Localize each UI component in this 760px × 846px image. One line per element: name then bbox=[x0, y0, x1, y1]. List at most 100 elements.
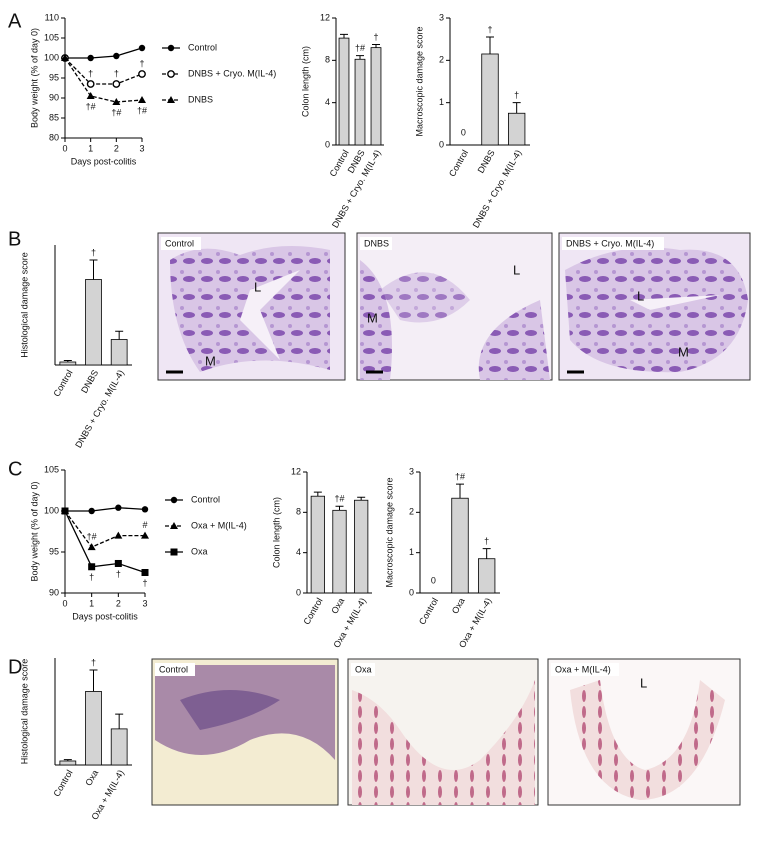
point bbox=[86, 80, 95, 88]
bar bbox=[310, 495, 325, 594]
panel-label: C bbox=[8, 458, 22, 480]
micrograph: Oxa + M(IL-4) L bbox=[547, 658, 741, 806]
y-axis-label: Macroscopic damage score bbox=[414, 26, 424, 136]
y-tick-label: 1 bbox=[439, 97, 444, 107]
y-tick-label: 90 bbox=[49, 92, 59, 102]
point bbox=[141, 531, 149, 539]
error-bar bbox=[63, 759, 72, 761]
y-tick-label: 4 bbox=[325, 97, 330, 107]
panel-label: B bbox=[8, 228, 21, 250]
chart: Macroscopic damage score01230Control†#Ox… bbox=[384, 466, 500, 649]
bar bbox=[354, 499, 369, 594]
y-tick-label: 90 bbox=[49, 587, 59, 597]
x-tick-label: 2 bbox=[114, 143, 119, 153]
point-label: †# bbox=[86, 101, 96, 111]
legend-marker bbox=[167, 70, 175, 78]
value-label: 0 bbox=[431, 575, 436, 585]
y-tick-label: 85 bbox=[49, 112, 59, 122]
chart: Histological damage scoreControl†OxaOxa … bbox=[19, 657, 132, 821]
error-bar bbox=[335, 505, 344, 511]
significance-mark: †# bbox=[334, 494, 344, 504]
x-tick-label: Control bbox=[328, 148, 351, 178]
y-tick-label: 105 bbox=[44, 464, 59, 474]
error-bar bbox=[340, 33, 348, 39]
micrograph-caption: Oxa + M(IL-4) bbox=[555, 664, 611, 674]
bar bbox=[338, 37, 350, 146]
y-axis-label: Histological damage score bbox=[19, 659, 29, 765]
error-bar bbox=[372, 43, 380, 48]
x-tick-label: DNBS bbox=[476, 148, 497, 175]
bar bbox=[370, 47, 382, 146]
bar bbox=[59, 760, 77, 766]
line bbox=[64, 57, 143, 85]
x-tick-label: Control bbox=[447, 148, 470, 178]
point-label: # bbox=[142, 520, 147, 530]
chart: Colon length (cm)04812Control†#DNBS†DNBS… bbox=[300, 12, 384, 230]
x-tick-label: DNBS + Cryo. M(IL-4) bbox=[471, 148, 524, 229]
panel-label: D bbox=[8, 656, 22, 678]
y-tick-label: 2 bbox=[409, 507, 414, 517]
x-tick-label: DNBS bbox=[79, 368, 100, 395]
micrograph-label: M bbox=[205, 353, 216, 368]
point bbox=[141, 506, 149, 513]
x-tick-label: DNBS + Cryo. M(IL-4) bbox=[73, 368, 126, 449]
point-label: †# bbox=[111, 107, 121, 117]
y-tick-label: 4 bbox=[296, 547, 301, 557]
y-axis-label: Body weight (% of day 0) bbox=[29, 481, 39, 581]
legend-label: Oxa + M(IL-4) bbox=[191, 520, 247, 530]
point bbox=[138, 70, 146, 78]
legend-label: DNBS + Cryo. M(IL-4) bbox=[188, 68, 276, 78]
x-tick-label: 1 bbox=[89, 598, 94, 608]
point bbox=[113, 52, 120, 60]
error-bar bbox=[89, 259, 98, 280]
micrograph-label: L bbox=[640, 675, 647, 690]
point bbox=[88, 563, 96, 571]
legend-label: Control bbox=[188, 42, 217, 52]
y-tick-label: 95 bbox=[49, 72, 59, 82]
bar bbox=[451, 497, 469, 594]
y-tick-label: 0 bbox=[296, 587, 301, 597]
legend-marker bbox=[167, 96, 175, 103]
legend-marker bbox=[170, 496, 178, 504]
y-axis-label: Colon length (cm) bbox=[300, 46, 310, 117]
significance-mark: †# bbox=[455, 471, 465, 481]
micrograph-caption: Oxa bbox=[355, 664, 372, 674]
chart: Body weight (% of day 0)8085909510010511… bbox=[29, 12, 276, 166]
micrograph-label: L bbox=[637, 288, 644, 303]
micrograph: DNBS L M bbox=[356, 232, 553, 381]
micrograph-label: M bbox=[678, 344, 689, 359]
x-tick-label: Control bbox=[51, 368, 74, 398]
point bbox=[138, 44, 146, 52]
micrograph-label: L bbox=[513, 262, 520, 277]
micrograph: Control bbox=[151, 658, 339, 806]
x-tick-label: Oxa bbox=[329, 596, 346, 615]
y-axis-label: Colon length (cm) bbox=[271, 497, 281, 568]
micrograph: DNBS + Cryo. M(IL-4) L M bbox=[558, 232, 751, 381]
error-bar bbox=[512, 102, 521, 114]
point bbox=[112, 98, 121, 105]
y-axis-label: Histological damage score bbox=[19, 252, 29, 358]
error-bar bbox=[115, 713, 124, 729]
error-bar bbox=[313, 491, 322, 497]
x-tick-label: Oxa bbox=[450, 596, 467, 615]
point-label: † bbox=[88, 68, 93, 78]
error-bar bbox=[356, 55, 364, 60]
significance-mark: † bbox=[487, 24, 492, 34]
value-label: 0 bbox=[461, 127, 466, 137]
y-tick-label: 0 bbox=[325, 139, 330, 149]
significance-mark: † bbox=[373, 32, 378, 42]
bar bbox=[507, 112, 526, 146]
legend-marker bbox=[170, 548, 178, 556]
point bbox=[87, 54, 94, 62]
line bbox=[65, 507, 146, 512]
bar bbox=[110, 728, 128, 766]
significance-mark: † bbox=[514, 90, 519, 100]
x-tick-label: 1 bbox=[88, 143, 93, 153]
x-tick-label: 3 bbox=[139, 143, 144, 153]
panel-label: A bbox=[8, 10, 22, 32]
point-label: †# bbox=[87, 531, 97, 541]
error-bar bbox=[486, 36, 494, 54]
bar bbox=[481, 53, 499, 146]
y-tick-label: 100 bbox=[44, 52, 59, 62]
y-tick-label: 3 bbox=[409, 466, 414, 476]
